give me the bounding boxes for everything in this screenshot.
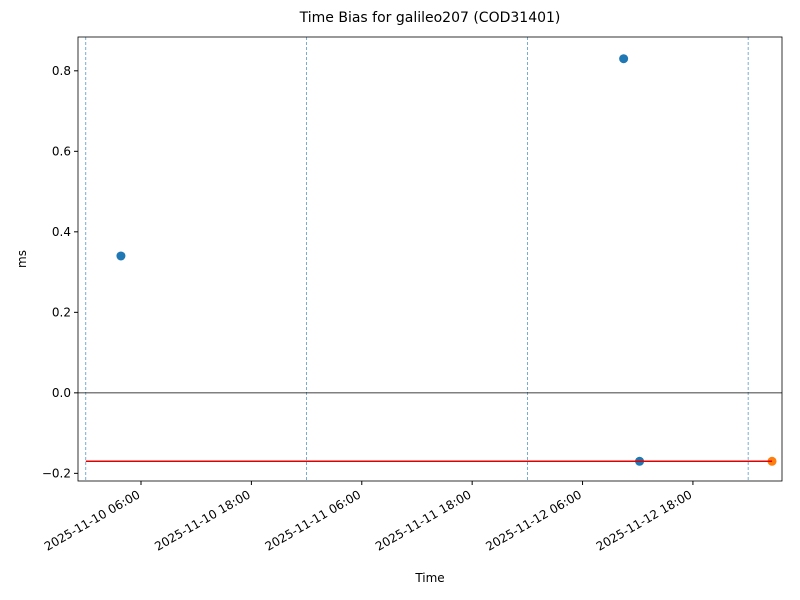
chart-title: Time Bias for galileo207 (COD31401)	[299, 10, 561, 26]
x-tick-label: 2025-11-10 06:00	[42, 487, 143, 553]
x-tick-label: 2025-11-11 06:00	[263, 487, 364, 553]
y-axis-label: ms	[15, 250, 29, 268]
x-tick-label: 2025-11-11 18:00	[373, 487, 474, 553]
y-tick-label: 0.6	[52, 144, 71, 158]
y-tick-label: 0.0	[52, 386, 71, 400]
y-tick-label: 0.4	[52, 225, 71, 239]
x-axis-label: Time	[414, 571, 444, 585]
data-point	[116, 251, 126, 261]
plot-frame	[77, 36, 783, 482]
x-tick-label: 2025-11-12 06:00	[483, 487, 584, 553]
x-tick-label: 2025-11-10 18:00	[152, 487, 253, 553]
x-tick-label: 2025-11-12 18:00	[594, 487, 695, 553]
y-tick-label: 0.2	[52, 305, 71, 319]
y-tick-label: 0.8	[52, 64, 71, 78]
y-tick-label: −0.2	[42, 466, 71, 480]
data-point	[619, 54, 629, 64]
